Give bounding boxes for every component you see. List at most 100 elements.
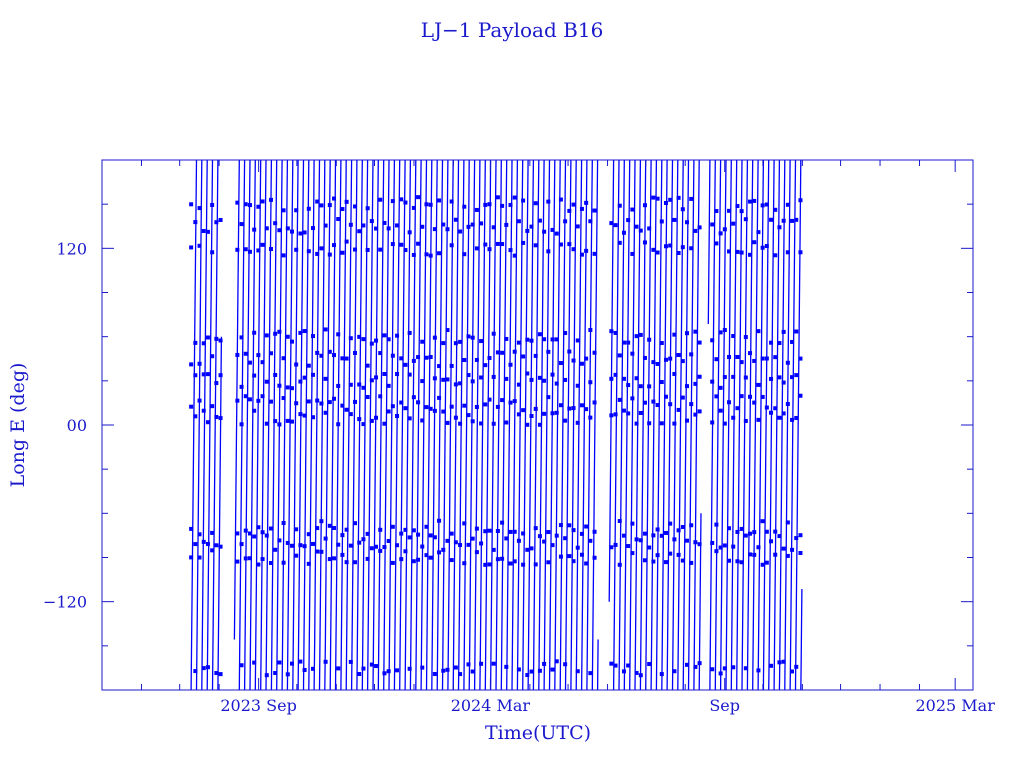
series-line-segment [650, 160, 658, 690]
series-marker [411, 205, 416, 210]
series-marker [781, 546, 786, 551]
series-marker [302, 329, 307, 334]
series-marker [500, 520, 505, 525]
series-marker [289, 339, 294, 344]
series-marker [428, 202, 433, 207]
series-marker [453, 540, 458, 545]
series-line-segment [752, 160, 759, 690]
series-marker [416, 195, 421, 200]
series-marker [550, 227, 555, 232]
series-marker [504, 420, 509, 425]
series-marker [529, 224, 534, 229]
series-line-segment [719, 160, 727, 690]
series-marker [361, 385, 366, 390]
series-marker [735, 354, 740, 359]
series-marker [243, 528, 248, 533]
series-marker [508, 561, 513, 566]
series-line-segment [591, 160, 599, 690]
series-line-segment [773, 160, 781, 690]
series-marker [613, 412, 618, 417]
series-marker [689, 560, 694, 565]
series-marker [609, 221, 614, 226]
series-marker [613, 663, 618, 668]
series-marker [294, 553, 299, 558]
series-marker [395, 668, 400, 673]
series-marker [554, 231, 559, 236]
series-marker [382, 371, 387, 376]
series-marker [462, 561, 467, 566]
series-marker [537, 534, 542, 539]
series-marker [432, 408, 437, 413]
series-marker [584, 561, 589, 566]
series-marker [500, 242, 505, 247]
series-marker [642, 355, 647, 360]
series-marker [764, 202, 769, 207]
series-marker [525, 547, 530, 552]
series-line-segment [195, 160, 203, 690]
series-marker [449, 199, 454, 204]
series-marker [512, 349, 517, 354]
series-marker [794, 217, 799, 222]
series-marker [563, 418, 568, 423]
series-marker [659, 380, 664, 385]
series-marker [218, 338, 223, 343]
series-marker [659, 672, 664, 677]
series-marker [483, 202, 488, 207]
series-marker [277, 228, 282, 233]
series-marker [336, 422, 341, 427]
series-line-segment [473, 160, 481, 690]
series-marker [277, 329, 282, 334]
series-marker [218, 672, 223, 677]
series-marker [722, 328, 727, 333]
series-marker [764, 356, 769, 361]
series-marker [516, 412, 521, 417]
series-marker [369, 341, 374, 346]
series-marker [790, 417, 795, 422]
series-marker [403, 406, 408, 411]
series-marker [760, 245, 765, 250]
series-marker [579, 552, 584, 557]
series-marker [638, 384, 643, 389]
series-marker [693, 664, 698, 669]
series-marker [264, 226, 269, 231]
series-marker [684, 220, 689, 225]
series-marker [798, 393, 803, 398]
series-marker [521, 531, 526, 536]
series-marker [428, 354, 433, 359]
series-marker [533, 353, 538, 358]
series-marker [189, 362, 194, 367]
series-marker [243, 202, 248, 207]
series-marker [369, 378, 374, 383]
series-marker [298, 231, 303, 236]
series-marker [365, 395, 370, 400]
series-marker [495, 195, 500, 200]
series-marker [487, 356, 492, 361]
series-marker [718, 408, 723, 413]
series-line-segment [361, 160, 369, 690]
series-marker [289, 386, 294, 391]
series-marker [424, 252, 429, 257]
series-marker [378, 548, 383, 553]
series-marker [508, 248, 513, 253]
series-marker [718, 385, 723, 390]
series-marker [491, 374, 496, 379]
series-marker [357, 672, 362, 677]
series-marker [218, 217, 223, 222]
series-marker [546, 530, 551, 535]
series-marker [193, 669, 198, 674]
x-tick-label: 2023 Sep [220, 696, 296, 715]
series-marker [512, 195, 517, 200]
series-marker [516, 219, 521, 224]
series-line-segment [506, 160, 513, 690]
series-marker [470, 335, 475, 340]
series-marker [626, 383, 631, 388]
series-marker [714, 357, 719, 362]
series-marker [638, 538, 643, 543]
series-marker [323, 376, 328, 381]
series-marker [311, 415, 316, 420]
series-line-segment [693, 160, 700, 690]
series-marker [399, 242, 404, 247]
series-line-segment [746, 160, 754, 690]
series-marker [268, 526, 273, 531]
